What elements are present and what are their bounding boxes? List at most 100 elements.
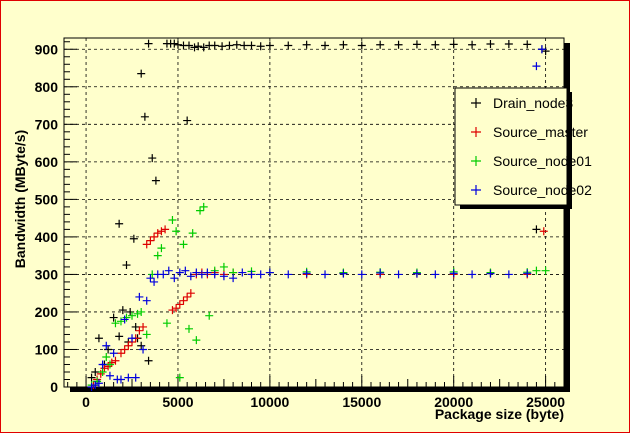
data-point bbox=[111, 319, 120, 328]
data-point bbox=[185, 41, 193, 50]
data-point bbox=[109, 313, 118, 322]
data-point bbox=[122, 261, 131, 270]
y-tick-label: 600 bbox=[35, 154, 59, 170]
data-point bbox=[94, 379, 103, 388]
data-point bbox=[157, 227, 166, 236]
data-point bbox=[116, 317, 125, 326]
data-point bbox=[541, 266, 550, 275]
legend-box bbox=[454, 87, 568, 206]
data-point bbox=[175, 300, 184, 309]
data-point bbox=[339, 40, 348, 49]
data-point bbox=[94, 334, 103, 343]
data-point bbox=[122, 313, 131, 322]
data-point bbox=[87, 373, 96, 382]
series-marks bbox=[87, 39, 550, 391]
data-point bbox=[120, 315, 129, 324]
series-Drain_node3 bbox=[87, 39, 550, 382]
y-tick-label: 700 bbox=[35, 116, 59, 132]
data-point bbox=[124, 373, 133, 382]
y-axis-label: Bandwidth (MByte/s) bbox=[12, 130, 28, 268]
legend-label: Source_node02 bbox=[493, 182, 592, 198]
data-point bbox=[247, 270, 256, 279]
data-point bbox=[256, 270, 265, 279]
data-point bbox=[91, 367, 100, 376]
data-point bbox=[486, 269, 495, 278]
data-point bbox=[135, 292, 144, 301]
data-point bbox=[159, 270, 168, 279]
data-point bbox=[468, 270, 477, 279]
data-point bbox=[449, 40, 458, 49]
data-point bbox=[412, 269, 421, 278]
data-point bbox=[173, 40, 182, 49]
data-point bbox=[124, 341, 133, 350]
data-point bbox=[229, 274, 238, 283]
x-tick-label: 15000 bbox=[342, 394, 381, 410]
x-tick-labels: 0 5000 10000 15000 20000 25000 bbox=[82, 394, 565, 410]
legend-marker bbox=[471, 98, 481, 108]
data-point bbox=[232, 40, 241, 49]
data-point bbox=[238, 268, 247, 277]
legend-marker bbox=[471, 156, 481, 166]
y-tick-label: 200 bbox=[35, 304, 59, 320]
data-point bbox=[131, 373, 140, 382]
data-point bbox=[157, 244, 166, 253]
data-point bbox=[129, 234, 138, 243]
data-point bbox=[181, 266, 190, 275]
data-point bbox=[256, 42, 265, 51]
data-point bbox=[164, 266, 173, 275]
data-point bbox=[394, 40, 403, 49]
data-point bbox=[532, 225, 541, 234]
data-point bbox=[302, 269, 311, 278]
data-point bbox=[146, 236, 155, 245]
data-point bbox=[183, 292, 192, 301]
data-point bbox=[98, 367, 107, 376]
legend-marker bbox=[471, 127, 481, 137]
data-point bbox=[431, 40, 440, 49]
data-point bbox=[504, 40, 513, 49]
data-point bbox=[197, 270, 206, 279]
axis-ticks bbox=[64, 41, 556, 388]
data-point bbox=[109, 349, 118, 358]
data-point bbox=[219, 262, 228, 271]
data-point bbox=[394, 270, 403, 279]
x-tick-label: 5000 bbox=[162, 394, 193, 410]
data-point bbox=[126, 307, 135, 316]
data-point bbox=[210, 41, 219, 50]
data-point bbox=[203, 268, 212, 277]
data-point bbox=[116, 349, 125, 358]
data-point bbox=[199, 43, 208, 52]
x-tick-label: 0 bbox=[82, 394, 90, 410]
data-point bbox=[192, 336, 201, 345]
data-point bbox=[541, 47, 550, 56]
data-point bbox=[137, 69, 146, 78]
data-point bbox=[105, 360, 114, 369]
data-point bbox=[93, 377, 102, 386]
x-tick-label: 25000 bbox=[526, 394, 565, 410]
data-point bbox=[449, 269, 458, 278]
data-point bbox=[135, 326, 144, 335]
data-point bbox=[170, 274, 179, 283]
data-point bbox=[265, 41, 274, 50]
data-point bbox=[523, 269, 532, 278]
data-point bbox=[321, 41, 330, 50]
data-point bbox=[376, 40, 385, 49]
data-point bbox=[96, 369, 105, 378]
data-point bbox=[142, 296, 151, 305]
data-point bbox=[537, 45, 546, 54]
legend: Drain_node3 Source_master Source_node01 Sou… bbox=[454, 87, 592, 209]
data-point bbox=[168, 306, 177, 315]
data-point bbox=[183, 116, 192, 125]
y-tick-label: 100 bbox=[35, 341, 59, 357]
data-point bbox=[339, 269, 348, 278]
data-point bbox=[133, 309, 142, 318]
data-point bbox=[240, 41, 249, 50]
data-point bbox=[486, 40, 495, 49]
data-point bbox=[128, 311, 137, 320]
data-point bbox=[172, 304, 181, 313]
data-point bbox=[153, 251, 162, 260]
data-point bbox=[302, 40, 311, 49]
data-point bbox=[284, 41, 293, 50]
data-point bbox=[148, 154, 157, 163]
data-point bbox=[532, 266, 541, 275]
